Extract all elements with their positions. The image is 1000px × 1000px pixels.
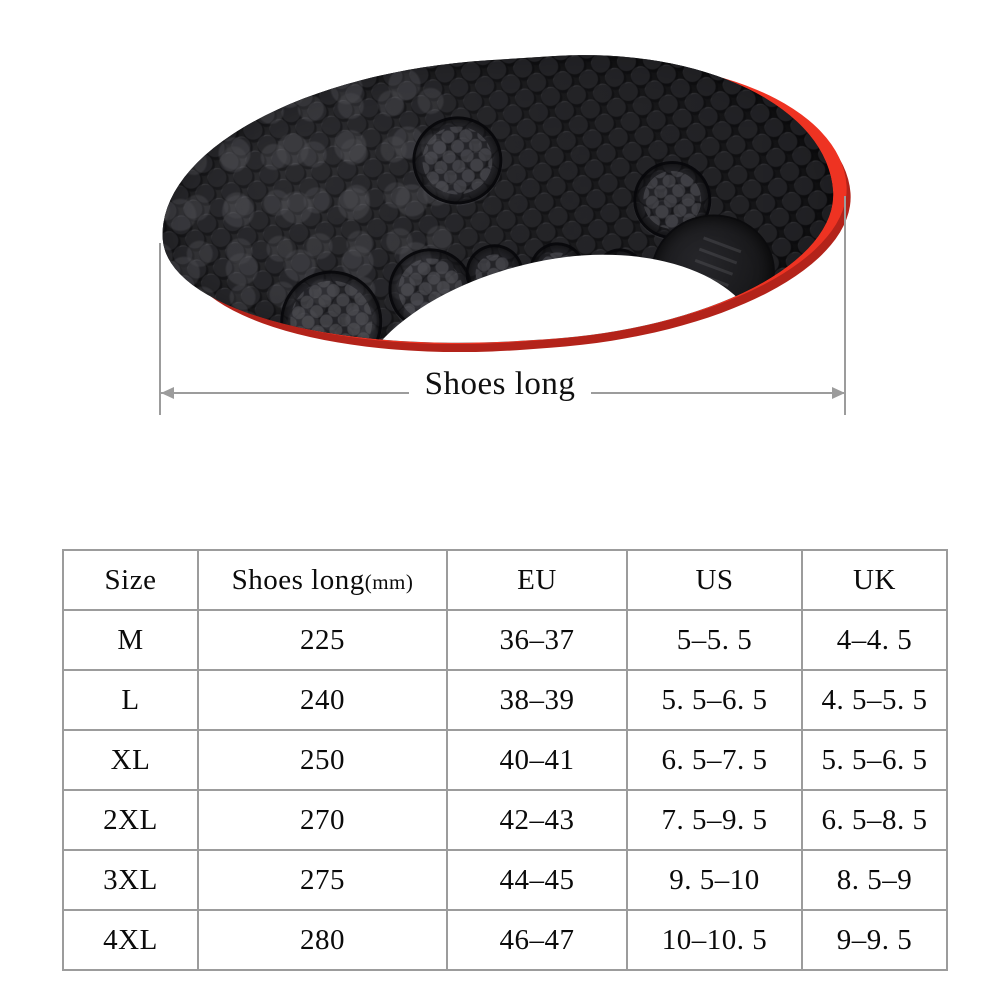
cell-us: 5–5. 5 — [626, 609, 803, 671]
table-row: 3XL 275 44–45 9. 5–10 8. 5–9 — [62, 849, 948, 911]
dimension-extension-left — [159, 243, 161, 415]
cell-shoes-long: 280 — [197, 909, 448, 971]
black-outsole — [152, 39, 842, 363]
product-figure: Shoes long — [0, 39, 1000, 415]
cell-shoes-long: 225 — [197, 609, 448, 671]
column-header-unit: (mm) — [364, 569, 414, 594]
cell-us: 6. 5–7. 5 — [626, 729, 803, 791]
table-header-row: Size Shoes long(mm) EU US UK — [62, 549, 948, 611]
cell-eu: 42–43 — [446, 789, 628, 851]
cell-shoes-long: 270 — [197, 789, 448, 851]
cell-size: XL — [62, 729, 199, 791]
column-header-shoes-long-text: Shoes long — [231, 563, 365, 596]
cell-shoes-long: 275 — [197, 849, 448, 911]
dimension-label: Shoes long — [0, 366, 1000, 403]
cell-us: 5. 5–6. 5 — [626, 669, 803, 731]
shoe-sole-image — [152, 39, 861, 375]
table-row: XL 250 40–41 6. 5–7. 5 5. 5–6. 5 — [62, 729, 948, 791]
cell-eu: 40–41 — [446, 729, 628, 791]
table-row: M 225 36–37 5–5. 5 4–4. 5 — [62, 609, 948, 671]
cell-size: 3XL — [62, 849, 199, 911]
cell-uk: 6. 5–8. 5 — [801, 789, 948, 851]
cell-eu: 46–47 — [446, 909, 628, 971]
cell-size: L — [62, 669, 199, 731]
cell-us: 10–10. 5 — [626, 909, 803, 971]
column-header-eu: EU — [446, 549, 628, 611]
cell-uk: 4–4. 5 — [801, 609, 948, 671]
table-row: 4XL 280 46–47 10–10. 5 9–9. 5 — [62, 909, 948, 971]
dimension-label-text: Shoes long — [408, 366, 592, 402]
arrow-left-icon — [161, 387, 174, 399]
cell-uk: 9–9. 5 — [801, 909, 948, 971]
cell-size: M — [62, 609, 199, 671]
cell-size: 2XL — [62, 789, 199, 851]
cell-uk: 4. 5–5. 5 — [801, 669, 948, 731]
cell-us: 9. 5–10 — [626, 849, 803, 911]
cell-eu: 44–45 — [446, 849, 628, 911]
column-header-shoes-long: Shoes long(mm) — [197, 549, 448, 611]
cell-us: 7. 5–9. 5 — [626, 789, 803, 851]
arrow-right-icon — [832, 387, 845, 399]
cell-size: 4XL — [62, 909, 199, 971]
column-header-size: Size — [62, 549, 199, 611]
column-header-us: US — [626, 549, 803, 611]
cell-uk: 8. 5–9 — [801, 849, 948, 911]
cell-uk: 5. 5–6. 5 — [801, 729, 948, 791]
cell-shoes-long: 250 — [197, 729, 448, 791]
cell-eu: 36–37 — [446, 609, 628, 671]
cell-shoes-long: 240 — [197, 669, 448, 731]
cell-eu: 38–39 — [446, 669, 628, 731]
dimension-extension-right — [844, 196, 846, 415]
table-row: 2XL 270 42–43 7. 5–9. 5 6. 5–8. 5 — [62, 789, 948, 851]
table-row: L 240 38–39 5. 5–6. 5 4. 5–5. 5 — [62, 669, 948, 731]
size-chart-table: Size Shoes long(mm) EU US UK M 225 36–37… — [62, 549, 948, 971]
column-header-uk: UK — [801, 549, 948, 611]
